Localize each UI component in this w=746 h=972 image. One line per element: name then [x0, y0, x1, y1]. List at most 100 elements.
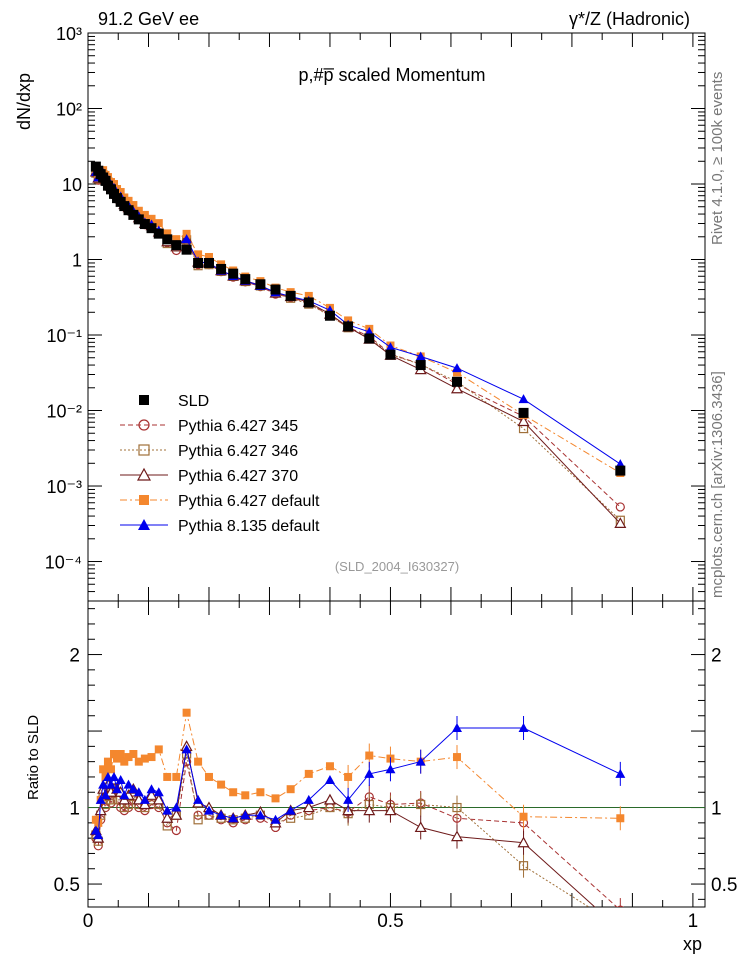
ratio-point-3 — [116, 750, 125, 758]
ratio-point-2 — [161, 812, 174, 823]
ratio-point-3 — [94, 818, 103, 827]
legend-label-2: Pythia 6.427 346 — [178, 443, 298, 460]
ratio-y-tick-label-left: 1 — [69, 799, 80, 820]
ratio-point-2 — [363, 804, 376, 816]
ratio-point-4 — [240, 810, 251, 820]
legend-marker-3 — [136, 467, 152, 481]
ratio-point-2 — [323, 793, 336, 805]
ratio-point-4 — [203, 805, 214, 815]
ratio-point-1 — [452, 802, 462, 813]
sld-point — [128, 209, 139, 220]
ratio-point-4 — [228, 813, 239, 823]
main-point-3 — [147, 214, 156, 223]
ratio-point-3 — [204, 772, 213, 781]
ratio-point-4 — [133, 787, 144, 797]
ratio-point-4 — [115, 775, 126, 785]
main-y-tick-label: 10³ — [56, 24, 82, 44]
main-y-tick-label: 10⁻¹ — [46, 326, 82, 346]
legend-marker-0 — [139, 395, 149, 405]
sld-point — [133, 214, 144, 225]
sld-point — [240, 274, 251, 285]
main-y-tick-label: 10⁻² — [46, 402, 82, 422]
ratio-point-4 — [109, 771, 120, 781]
legend-label-5: Pythia 8.135 default — [178, 518, 320, 535]
legend-label-0: SLD — [178, 393, 209, 410]
ratio-point-4 — [216, 810, 227, 820]
ratio-point-4 — [93, 830, 104, 840]
ratio-point-4 — [112, 784, 123, 794]
sld-point — [518, 407, 529, 418]
ratio-point-3 — [182, 708, 191, 717]
ratio-point-3 — [194, 757, 203, 766]
ratio-point-1 — [416, 799, 426, 810]
ratio-point-4 — [451, 722, 462, 732]
ratio-point-2 — [615, 925, 625, 934]
ratio-point-3 — [271, 794, 280, 803]
ratio-point-3 — [304, 769, 313, 778]
legend-marker-1 — [138, 419, 150, 431]
main-point-4 — [181, 234, 192, 244]
main-point-3 — [129, 201, 138, 210]
ratio-point-0 — [171, 825, 181, 836]
ratio-point-2 — [152, 793, 165, 805]
rivet-version-label: Rivet 4.1.0, ≥ 100k events — [709, 72, 726, 245]
sld-point — [364, 333, 375, 344]
ratio-point-4 — [98, 779, 109, 789]
main-point-2 — [614, 517, 627, 528]
ratio-point-3 — [140, 754, 149, 763]
sld-point — [146, 223, 157, 234]
ratio-point-4 — [105, 779, 116, 789]
ratio-point-3 — [106, 765, 115, 774]
legend-label-1: Pythia 6.427 345 — [178, 418, 298, 435]
mcplots-label: mcplots.cern.ch [arXiv:1306.3436] — [709, 371, 726, 598]
main-y-tick-label: 10⁻⁴ — [45, 553, 82, 573]
ratio-point-4 — [153, 787, 164, 797]
main-series-line-1 — [95, 172, 621, 521]
ratio-point-3 — [124, 753, 133, 762]
ratio-point-3 — [344, 772, 353, 781]
sld-point — [228, 268, 239, 279]
ratio-point-3 — [120, 757, 129, 766]
main-y-tick-label: 10 — [62, 175, 82, 195]
sld-point — [385, 349, 396, 360]
main-series-line-3 — [95, 169, 621, 474]
ratio-point-2 — [384, 804, 397, 816]
main-point-3 — [204, 252, 213, 261]
ratio-point-3 — [519, 812, 528, 821]
ratio-point-3 — [110, 750, 119, 758]
ratio-point-3 — [113, 754, 122, 763]
main-point-4 — [518, 394, 529, 404]
ratio-point-3 — [256, 788, 265, 797]
main-series-line-2 — [95, 171, 621, 524]
ratio-point-4 — [415, 756, 426, 766]
ratio-point-4 — [123, 779, 134, 789]
ratio-point-3 — [99, 765, 108, 774]
ratio-point-4 — [139, 794, 150, 804]
ratio-point-4 — [385, 764, 396, 774]
main-point-3 — [134, 206, 143, 215]
ratio-point-3 — [229, 788, 238, 797]
main-point-2 — [450, 382, 464, 394]
sld-point — [343, 321, 354, 332]
ratio-point-2 — [94, 804, 107, 816]
main-point-4 — [415, 351, 426, 361]
ratio-point-3 — [286, 785, 295, 794]
ratio-point-4 — [181, 744, 192, 754]
ratio-point-2 — [138, 798, 151, 810]
ratio-point-4 — [364, 768, 375, 778]
x-axis-label: xp — [683, 934, 702, 954]
ratio-point-4 — [303, 794, 314, 804]
ratio-point-4 — [100, 790, 111, 800]
main-y-tick-label: 10⁻³ — [46, 477, 82, 497]
legend-label-3: Pythia 6.427 370 — [178, 468, 298, 485]
main-y-tick-label: 1 — [72, 251, 82, 271]
ratio-point-3 — [217, 780, 226, 789]
ratio-series-line-0 — [95, 761, 618, 907]
main-point-0 — [615, 502, 625, 512]
main-point-4 — [451, 363, 462, 373]
ratio-point-3 — [241, 791, 250, 800]
main-point-3 — [182, 229, 191, 238]
main-point-3 — [154, 219, 163, 228]
energy-label: 91.2 GeV ee — [98, 9, 199, 29]
legend: SLD Pythia 6.427 345 Pythia 6.427 346 Pythi… — [120, 393, 320, 535]
